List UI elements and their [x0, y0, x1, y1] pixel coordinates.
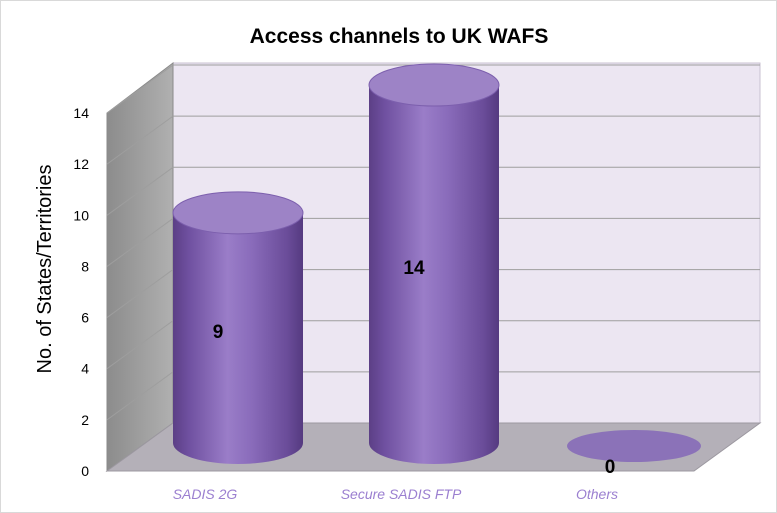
gridline [106, 64, 174, 114]
y-tick-label: 12 [73, 156, 89, 172]
y-tick-label: 4 [81, 361, 89, 377]
y-tick-label: 2 [81, 412, 89, 428]
y-tick-label: 10 [73, 207, 89, 223]
x-axis-ticks: SADIS 2G Secure SADIS FTP Others [173, 486, 618, 502]
x-tick-label: Secure SADIS FTP [341, 486, 462, 502]
chart-side-wall [106, 61, 174, 472]
chart-title: Access channels to UK WAFS [250, 25, 549, 48]
y-axis-label: No. of States/Territories [34, 165, 56, 374]
gridline [106, 371, 174, 421]
x-tick-label: Others [576, 486, 618, 502]
gridline [106, 166, 174, 216]
gridline [106, 320, 174, 370]
x-tick-label: SADIS 2G [173, 486, 238, 502]
data-label: 14 [403, 258, 425, 279]
bar-top [172, 191, 304, 235]
bar-body [173, 212, 303, 464]
y-tick-label: 0 [81, 463, 89, 479]
y-tick-label: 6 [81, 310, 89, 326]
data-label: 9 [213, 322, 224, 343]
bar: 14 [368, 63, 500, 464]
bar-top [368, 63, 500, 107]
y-axis-ticks: 0 2 4 6 8 10 12 14 [73, 105, 89, 479]
bars: 9 14 0 [172, 63, 701, 478]
y-tick-label: 8 [81, 258, 89, 274]
bar-body [369, 85, 499, 464]
gridline [106, 115, 174, 165]
bar-top [567, 430, 701, 462]
bar: 0 [567, 430, 701, 478]
data-label: 0 [605, 457, 616, 478]
gridline [106, 218, 174, 267]
bar: 9 [172, 191, 304, 464]
gridline [106, 269, 174, 318]
y-tick-label: 14 [73, 105, 89, 121]
